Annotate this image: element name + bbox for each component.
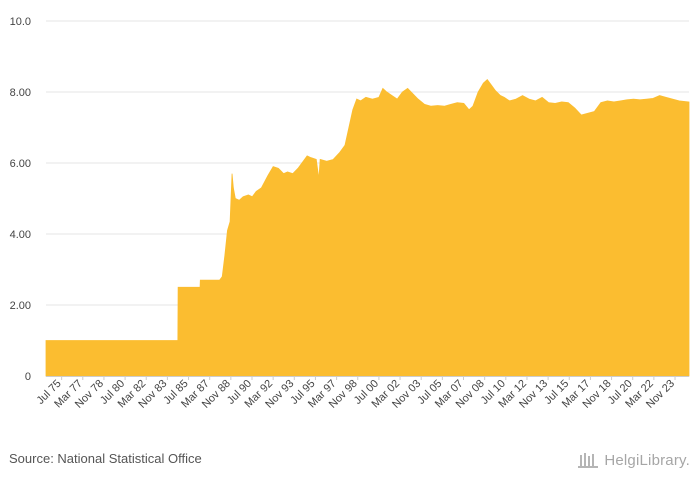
y-tick-labels: 0 2.00 4.00 6.00 8.00 10.0 xyxy=(10,16,31,383)
source-note: Source: National Statistical Office xyxy=(9,451,202,466)
y-tick-label: 4.00 xyxy=(10,229,31,241)
y-tick-label: 2.00 xyxy=(10,300,31,312)
helgilibrary-logo: HelgiLibrary. xyxy=(578,449,690,471)
y-tick-label: 10.0 xyxy=(10,16,31,28)
y-tick-label: 6.00 xyxy=(10,158,31,170)
area-fill xyxy=(45,78,690,377)
y-tick-label: 8.00 xyxy=(10,87,31,99)
logo-text: HelgiLibrary. xyxy=(604,451,690,469)
area-series xyxy=(45,78,690,377)
library-icon xyxy=(578,451,600,469)
axes xyxy=(46,376,689,380)
y-tick-label: 0 xyxy=(25,371,31,383)
